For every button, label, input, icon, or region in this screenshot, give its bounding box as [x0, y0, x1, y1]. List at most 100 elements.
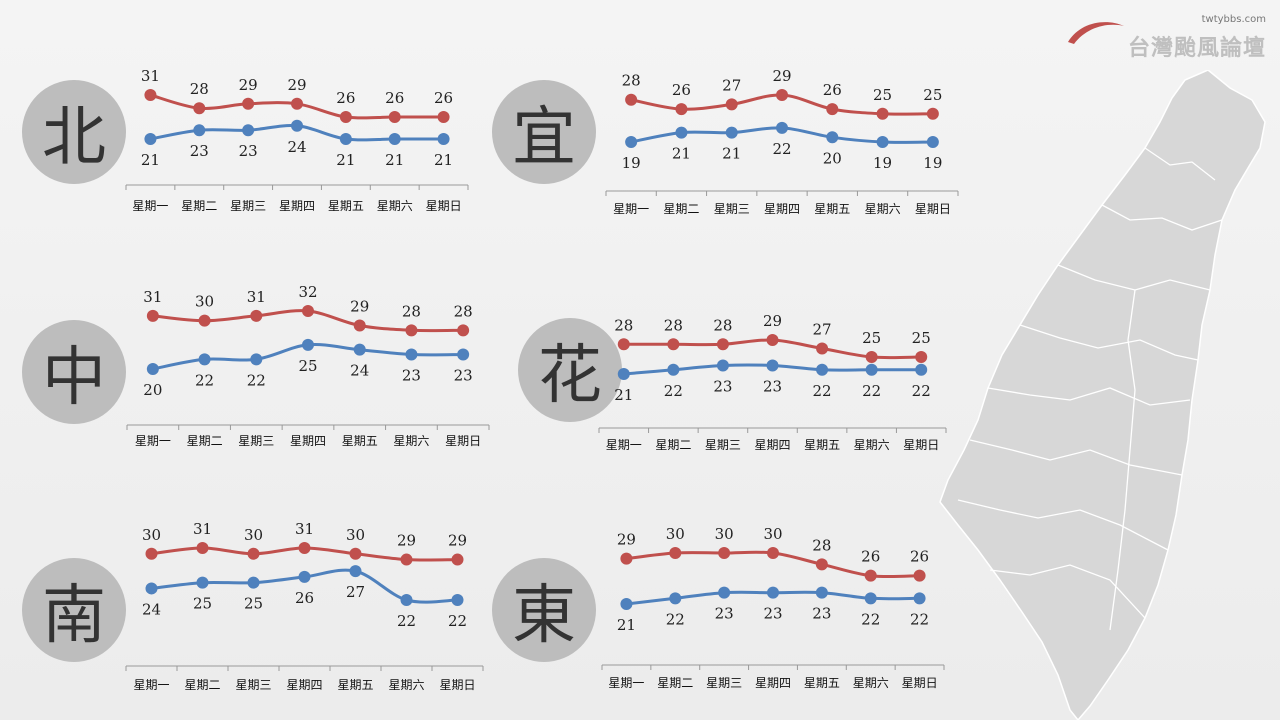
data-point-high: [926, 107, 939, 120]
data-label-high: 31: [193, 520, 212, 538]
tick-label: 星期六: [388, 678, 424, 692]
tick-label: 星期六: [853, 676, 889, 690]
data-label-high: 30: [715, 525, 734, 543]
data-label-high: 28: [454, 302, 473, 320]
data-label-high: 30: [195, 293, 214, 311]
data-point-high: [669, 547, 682, 559]
data-point-low: [617, 368, 630, 380]
data-point-low: [145, 582, 158, 595]
data-label-low: 22: [912, 382, 931, 400]
tick-label: 星期一: [608, 676, 644, 690]
data-label-low: 22: [910, 610, 929, 628]
data-point-low: [353, 343, 366, 356]
data-point-high: [353, 319, 366, 332]
data-label-high: 28: [190, 80, 209, 98]
data-label-low: 21: [385, 151, 404, 169]
data-point-high: [725, 98, 738, 111]
data-label-high: 27: [813, 321, 832, 339]
logo-name: 台灣颱風論壇: [1127, 36, 1266, 61]
data-point-low: [876, 136, 889, 148]
data-point-high: [242, 97, 255, 110]
data-point-low: [302, 338, 314, 351]
data-point-low: [457, 348, 470, 361]
data-point-high: [339, 111, 352, 123]
data-label-high: 28: [812, 536, 831, 554]
data-point-high: [198, 314, 211, 327]
data-label-low: 21: [617, 616, 636, 634]
data-label-low: 23: [454, 367, 473, 385]
data-point-high: [667, 338, 680, 351]
data-point-high: [437, 111, 450, 123]
data-label-high: 28: [402, 302, 421, 320]
data-point-low: [913, 592, 926, 605]
region-badge-yilan: 宜: [492, 80, 596, 184]
data-label-low: 21: [336, 151, 355, 169]
tick-label: 星期一: [606, 438, 642, 452]
data-label-low: 21: [614, 386, 633, 404]
data-label-low: 24: [142, 600, 161, 618]
data-label-low: 21: [141, 151, 160, 169]
data-label-high: 28: [622, 72, 641, 90]
data-point-high: [776, 89, 788, 101]
chart-central: 星期一 星期二 星期三 星期四 星期五 星期六 星期日 31 30 31 32 29 28 28 20 22 2…: [126, 283, 490, 448]
data-point-low: [388, 133, 401, 145]
tick-label: 星期日: [915, 202, 951, 216]
data-point-high: [675, 103, 688, 116]
data-point-low: [625, 136, 638, 148]
tick-label: 星期一: [613, 202, 649, 216]
tick-label: 星期四: [754, 438, 790, 452]
tick-label: 星期三: [238, 434, 274, 448]
data-label-low: 27: [346, 583, 365, 601]
taiwan-island: [939, 70, 1266, 720]
data-label-high: 25: [862, 329, 881, 347]
tick-label: 星期二: [655, 438, 691, 452]
data-point-low: [826, 131, 839, 144]
data-point-high: [349, 547, 362, 560]
data-point-low: [193, 124, 206, 137]
data-label-high: 25: [873, 86, 892, 104]
data-label-high: 25: [912, 329, 931, 347]
data-point-high: [876, 107, 889, 120]
data-label-low: 23: [713, 378, 732, 396]
data-point-low: [718, 586, 731, 599]
data-label-high: 29: [772, 67, 791, 85]
tick-label: 星期一: [135, 434, 171, 448]
data-point-high: [400, 553, 413, 566]
data-point-low: [146, 363, 159, 375]
data-label-low: 25: [244, 595, 263, 613]
region-badge-north: 北: [22, 80, 126, 184]
data-point-high: [617, 338, 630, 351]
tick-label: 星期六: [854, 438, 890, 452]
data-label-low: 24: [350, 362, 369, 380]
data-point-low: [349, 565, 362, 578]
tick-label: 星期四: [290, 434, 326, 448]
data-label-low: 22: [397, 612, 416, 630]
data-label-high: 29: [617, 531, 636, 549]
data-point-low: [247, 576, 260, 589]
tick-label: 星期日: [903, 438, 939, 452]
data-point-high: [915, 351, 928, 363]
tick-label: 星期日: [439, 678, 475, 692]
data-point-low: [915, 363, 928, 376]
tick-label: 星期五: [328, 199, 364, 213]
chart-yilan: 星期一 星期二 星期三 星期四 星期五 星期六 星期日 28 26 27 29 26 25 25 19 21 2…: [605, 67, 959, 216]
data-label-low: 22: [448, 612, 467, 630]
data-label-low: 22: [664, 382, 683, 400]
data-point-low: [620, 598, 633, 610]
data-label-low: 25: [193, 595, 212, 613]
data-point-low: [767, 586, 779, 599]
data-label-high: 31: [141, 67, 160, 85]
chart-north: 星期一 星期二 星期三 星期四 星期五 星期六 星期日 31 28 29 29 26 26 26 21 23 2…: [125, 67, 469, 213]
tick-label: 星期五: [804, 676, 840, 690]
swoosh-icon: [1068, 22, 1124, 44]
data-label-low: 23: [715, 605, 734, 623]
data-label-low: 22: [813, 382, 832, 400]
data-label-high: 28: [713, 316, 732, 334]
data-point-high: [298, 542, 311, 554]
county-borders: [957, 147, 1223, 631]
tick-label: 星期四: [286, 678, 322, 692]
tick-label: 星期四: [764, 202, 800, 216]
tick-label: 星期四: [279, 199, 315, 213]
data-label-high: 30: [244, 526, 263, 544]
data-point-high: [457, 324, 470, 337]
